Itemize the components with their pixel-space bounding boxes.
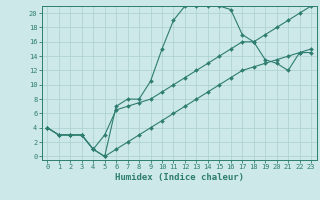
X-axis label: Humidex (Indice chaleur): Humidex (Indice chaleur): [115, 173, 244, 182]
